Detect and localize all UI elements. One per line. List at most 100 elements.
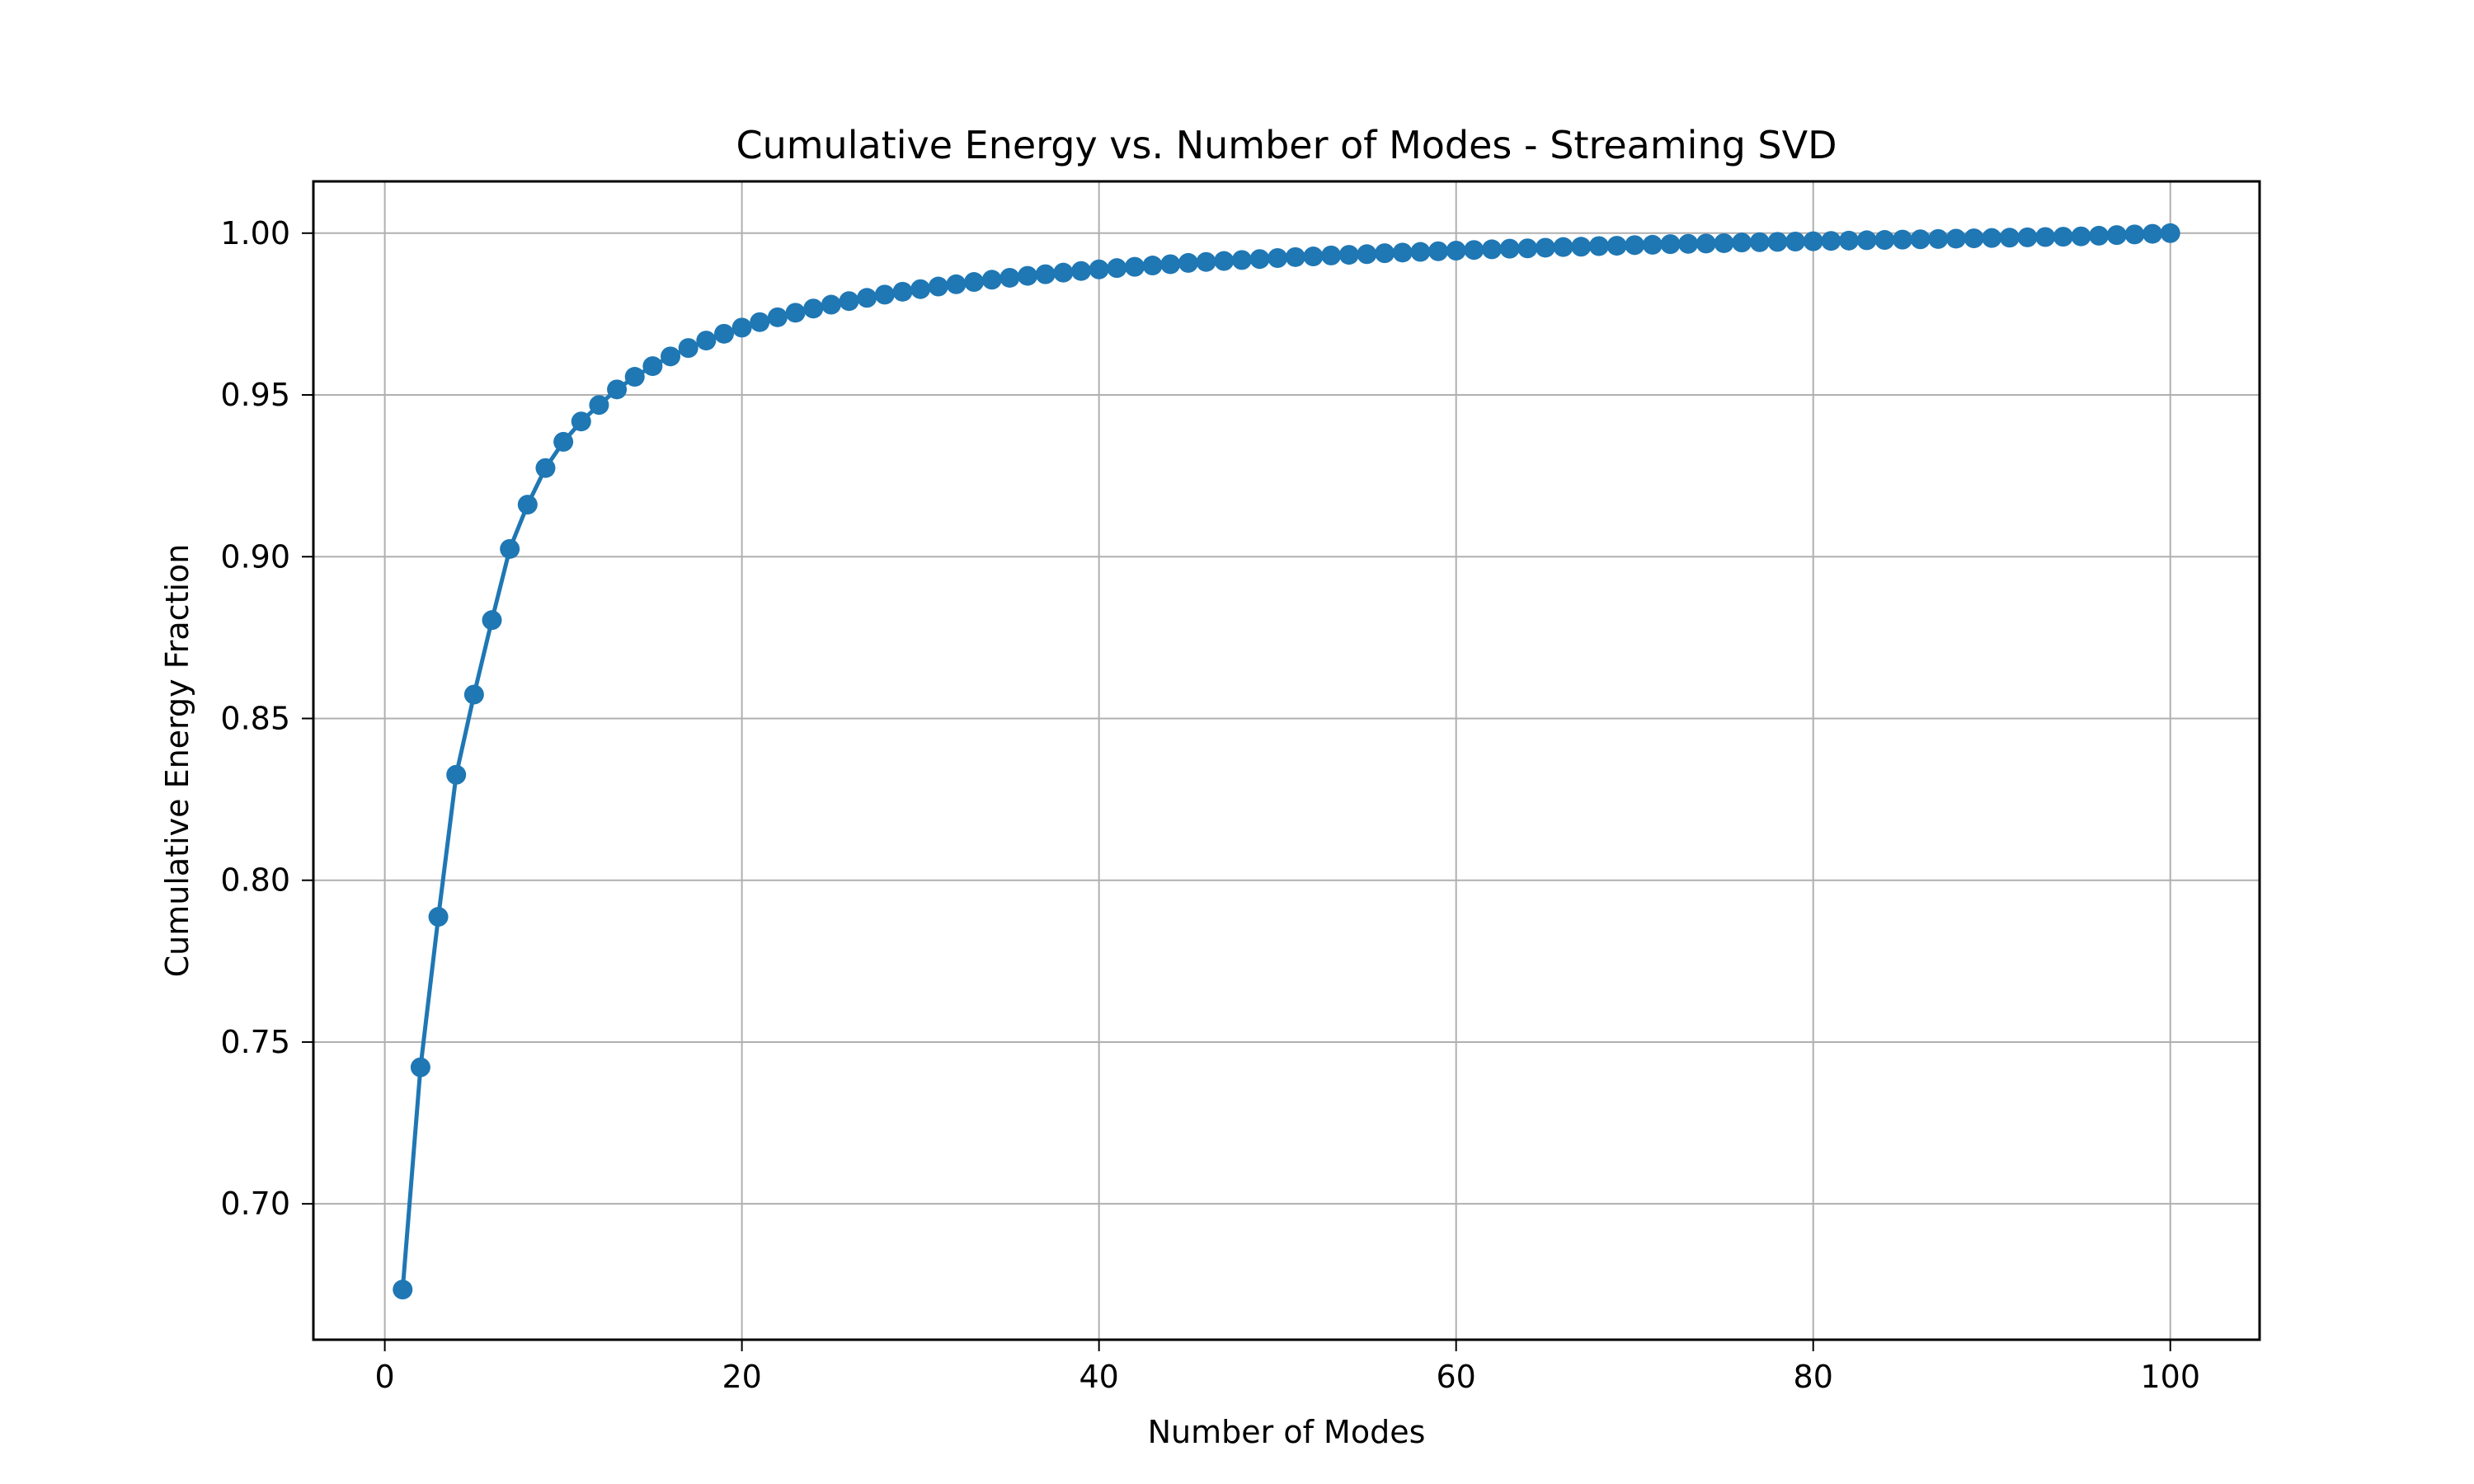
data-point (428, 907, 449, 928)
data-point (1357, 244, 1377, 265)
data-point (1035, 264, 1056, 284)
data-point (1839, 230, 1860, 251)
data-point (2124, 224, 2145, 245)
data-point (1053, 262, 1074, 283)
data-point (821, 294, 841, 315)
data-point (1856, 230, 1877, 251)
data-point (1625, 235, 1645, 256)
data-point (1606, 236, 1627, 256)
data-point (1874, 230, 1895, 251)
data-point (535, 458, 556, 478)
data-point (2106, 225, 2127, 246)
data-point (2089, 225, 2109, 246)
data-point (1928, 228, 1949, 249)
chart-title: Cumulative Energy vs. Number of Modes - … (736, 123, 1837, 167)
y-tick-label: 0.75 (220, 1024, 290, 1060)
data-point (1982, 228, 2002, 248)
data-point (482, 610, 502, 631)
data-point (1410, 242, 1431, 262)
data-point (553, 431, 574, 452)
y-tick-label: 0.90 (220, 538, 290, 575)
data-point (1767, 232, 1788, 252)
data-point (696, 331, 717, 351)
data-point (1749, 232, 1770, 252)
data-point (1071, 261, 1092, 281)
data-point (1160, 254, 1181, 275)
plot-area-frame (312, 180, 2261, 1341)
data-point (1375, 243, 1395, 264)
data-point (463, 684, 484, 705)
data-point (1964, 228, 1984, 249)
y-tick-label: 0.95 (220, 377, 290, 413)
data-point (785, 303, 806, 323)
data-point (446, 764, 467, 785)
x-tick-label: 80 (1794, 1359, 1833, 1395)
data-point (1999, 228, 2020, 248)
data-point (1892, 229, 1912, 250)
data-point (1499, 238, 1520, 259)
data-point (1535, 237, 1555, 258)
data-point (661, 346, 681, 367)
data-point (713, 323, 734, 344)
data-point (642, 356, 663, 377)
data-point (1660, 234, 1681, 255)
data-point (500, 538, 520, 559)
x-axis-label: Number of Modes (1148, 1414, 1426, 1450)
data-point (1785, 231, 1806, 251)
data-point (393, 1280, 413, 1300)
data-point (2053, 227, 2073, 247)
data-point (1945, 228, 1966, 249)
data-point (999, 267, 1020, 288)
data-point (1214, 251, 1235, 271)
axis-ticks: 0 20 40 60 80 100 0.70 0.75 0.80 0.85 0.90 0.95 1.00 (220, 215, 2200, 1395)
data-point (1588, 236, 1609, 256)
data-point (1553, 237, 1573, 257)
data-point (892, 281, 913, 302)
data-point (1517, 238, 1538, 259)
data-point (2071, 226, 2091, 247)
data-point (1231, 250, 1252, 270)
data-point (589, 395, 609, 416)
data-point (1196, 251, 1216, 272)
data-point (1321, 245, 1342, 265)
data-point (1571, 237, 1592, 257)
data-point (946, 274, 967, 294)
data-point (1089, 259, 1109, 279)
data-point (928, 276, 948, 297)
y-tick-label: 1.00 (220, 215, 290, 251)
data-point (1481, 239, 1502, 260)
data-point (1303, 247, 1324, 267)
x-tick-label: 0 (375, 1359, 395, 1395)
data-point (1821, 231, 1841, 251)
data-point (1124, 256, 1145, 277)
x-tick-label: 100 (2140, 1359, 2200, 1395)
data-point (731, 317, 752, 338)
data-point (750, 312, 770, 332)
data-point (1714, 232, 1734, 253)
data-point (1107, 258, 1127, 279)
y-tick-label: 0.70 (220, 1186, 290, 1222)
data-point (571, 411, 591, 432)
y-tick-label: 0.85 (220, 700, 290, 736)
data-point (2160, 223, 2180, 243)
data-point (1910, 229, 1931, 250)
data-point (607, 379, 628, 400)
y-tick-label: 0.80 (220, 862, 290, 899)
data-point (1018, 265, 1038, 286)
data-point (910, 279, 931, 299)
data-point (1249, 249, 1270, 270)
x-tick-label: 20 (722, 1359, 761, 1395)
data-point (2142, 223, 2163, 244)
data-point (1696, 233, 1716, 254)
data-point (678, 338, 698, 359)
data-point (624, 367, 645, 387)
data-point (1338, 245, 1359, 265)
series-layer (393, 223, 2180, 1300)
data-point (1678, 233, 1699, 254)
y-axis-label: Cumulative Energy Fraction (159, 544, 195, 978)
data-point (1428, 241, 1449, 261)
data-point (964, 272, 985, 293)
